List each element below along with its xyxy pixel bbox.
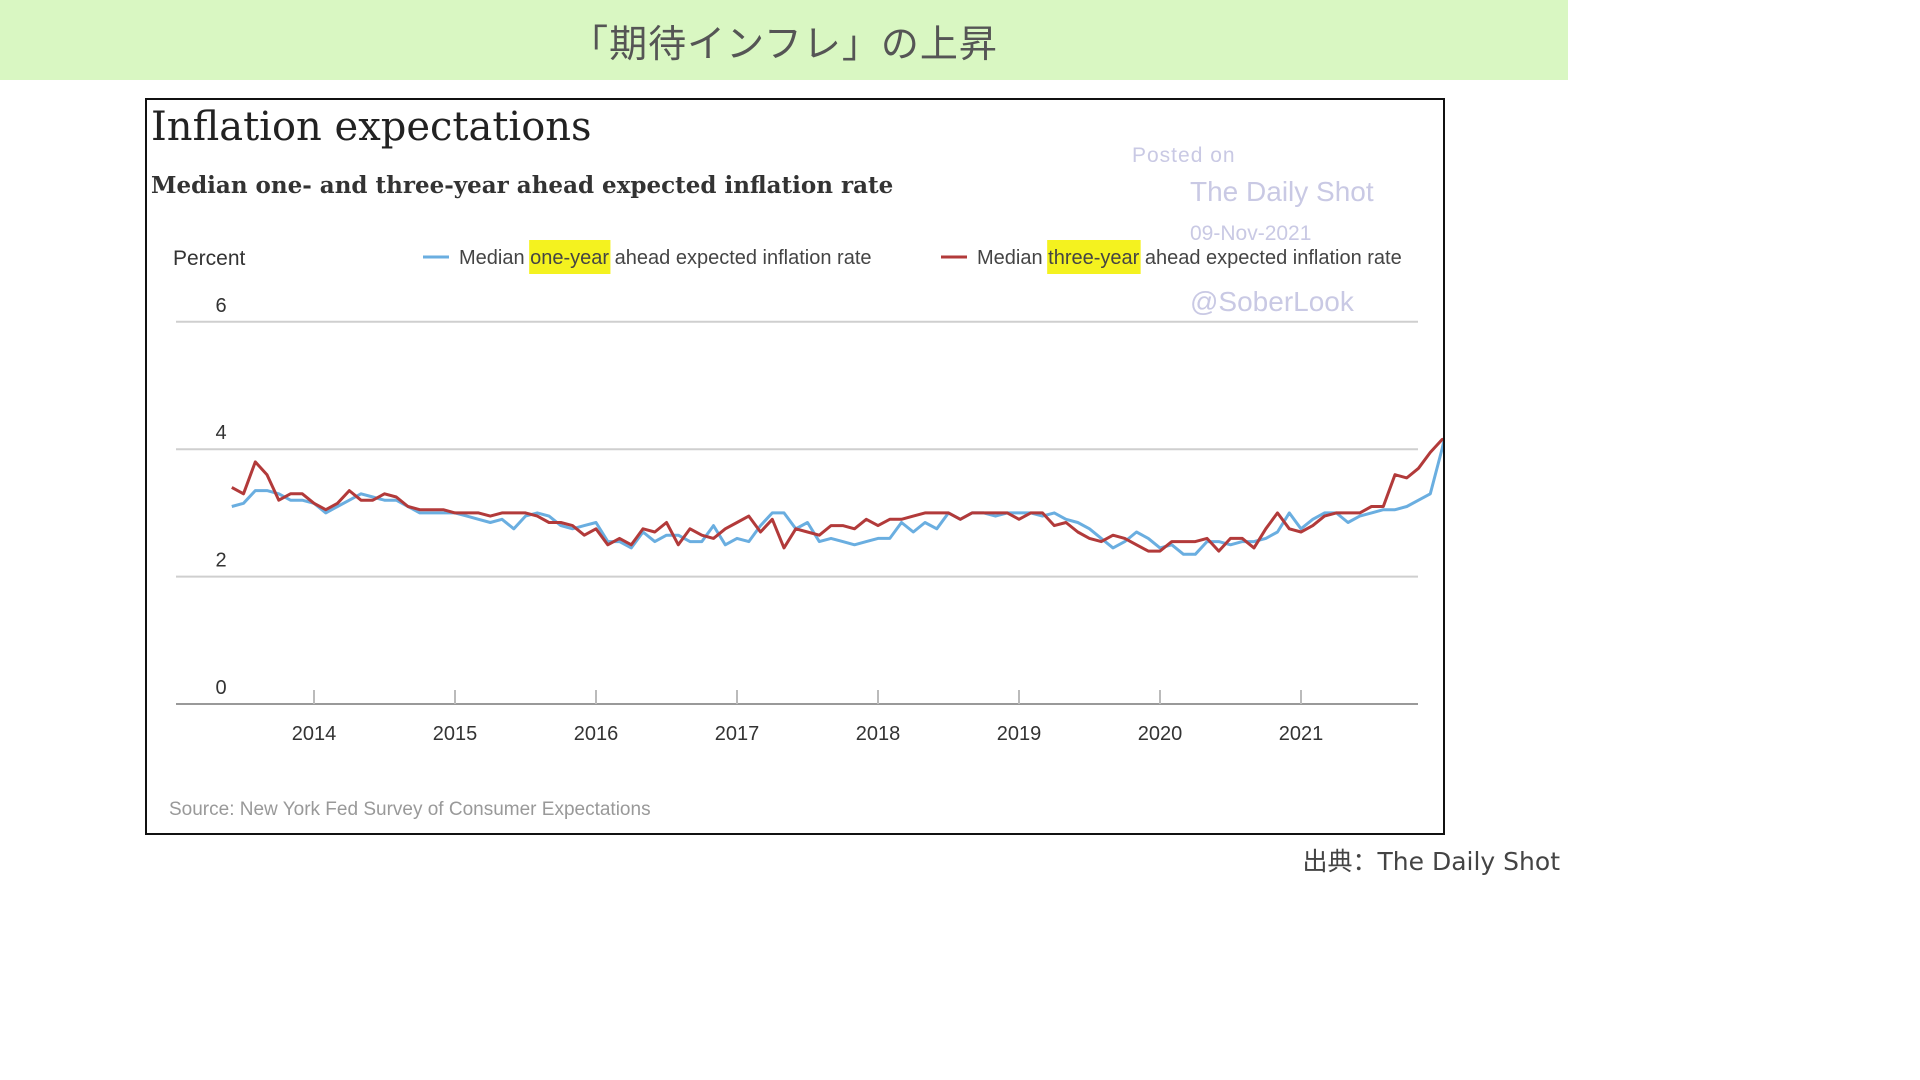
watermark-handle: @SoberLook xyxy=(1190,286,1354,317)
x-tick-label: 2017 xyxy=(715,723,760,745)
legend-text-prefix: Median xyxy=(459,247,530,269)
y-tick-label: 6 xyxy=(215,295,226,317)
legend-text-highlight: one-year xyxy=(530,247,609,269)
y-tick-label: 0 xyxy=(215,677,226,699)
legend-text-suffix: ahead expected inflation rate xyxy=(609,247,871,269)
x-tick-label: 2021 xyxy=(1279,723,1324,745)
legend-entry-three-year: Median three-year ahead expected inflati… xyxy=(977,247,1402,269)
header-banner: 「期待インフレ」の上昇 xyxy=(0,0,1568,80)
watermark-publication: The Daily Shot xyxy=(1190,176,1374,207)
y-tick-label: 2 xyxy=(215,550,226,572)
page-title: 「期待インフレ」の上昇 xyxy=(570,21,998,66)
series-line-three-year xyxy=(231,437,1443,553)
x-tick-label: 2016 xyxy=(574,723,619,745)
y-tick-label: 4 xyxy=(215,422,226,444)
chart-subtitle: Median one- and three-year ahead expecte… xyxy=(151,172,894,199)
chart-frame: Inflation expectations Median one- and t… xyxy=(145,98,1445,835)
chart-plot: 0 2 4 6 Percent 2014 2015 2016 2017 2018 2019 2020 2… xyxy=(169,240,1443,820)
watermark-posted-on: Posted on xyxy=(1132,144,1236,167)
chart-source: Source: New York Fed Survey of Consumer … xyxy=(169,799,651,820)
y-axis-label: Percent xyxy=(173,247,246,270)
watermark-date: 09-Nov-2021 xyxy=(1190,222,1312,245)
legend-text-highlight: three-year xyxy=(1048,247,1139,269)
legend-highlight xyxy=(529,240,611,274)
chart-title: Inflation expectations xyxy=(151,104,592,150)
legend-highlight xyxy=(1047,240,1141,274)
x-tick-label: 2018 xyxy=(856,723,901,745)
x-tick-label: 2015 xyxy=(433,723,478,745)
x-tick-label: 2019 xyxy=(997,723,1042,745)
x-tick-label: 2014 xyxy=(292,723,337,745)
legend-text-prefix: Median xyxy=(977,247,1048,269)
image-credit: 出典：The Daily Shot xyxy=(1302,847,1560,876)
legend-entry-one-year: Median one-year ahead expected inflation… xyxy=(459,247,872,269)
series-line-one-year xyxy=(231,438,1443,556)
x-tick-label: 2020 xyxy=(1138,723,1183,745)
legend-text-suffix: ahead expected inflation rate xyxy=(1139,247,1401,269)
